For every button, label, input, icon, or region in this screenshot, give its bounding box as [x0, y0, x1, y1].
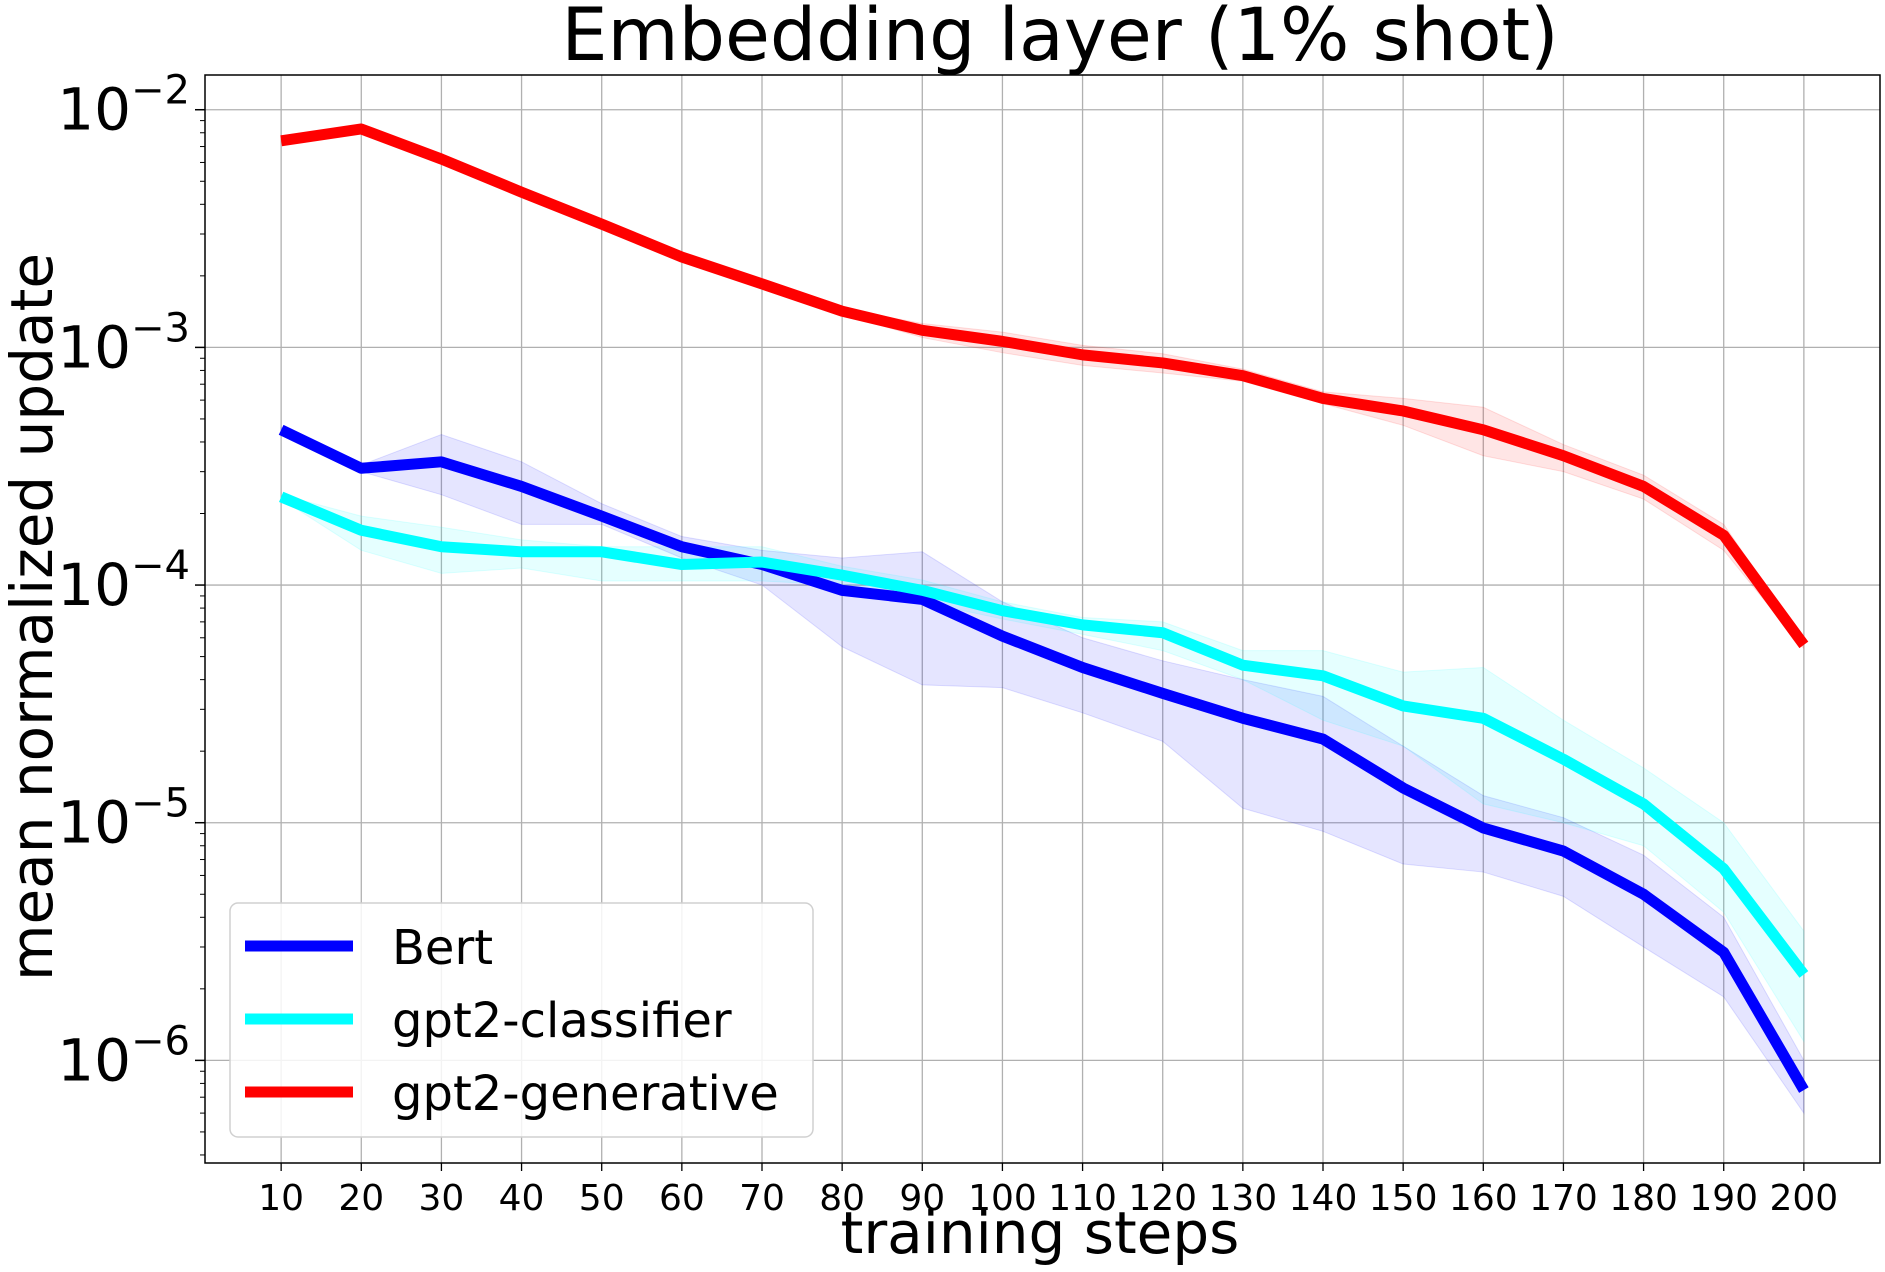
x-tick-label: 160	[1449, 1178, 1518, 1219]
x-tick-label: 10	[258, 1178, 304, 1219]
x-tick-label: 70	[739, 1178, 785, 1219]
plot-frame	[204, 74, 1881, 1164]
y-tick-label: 10−4	[57, 543, 190, 619]
legend-box	[229, 902, 814, 1138]
axis-ticks: 10 20 30 40 50 60 70 80 90 100 110 120 130 140 150 160 1…	[57, 68, 1838, 1219]
x-tick-label: 170	[1529, 1178, 1598, 1219]
legend: Bert gpt2-classifier gpt2-generative	[229, 902, 814, 1138]
x-tick-label: 40	[499, 1178, 545, 1219]
x-tick-label: 60	[659, 1178, 705, 1219]
grid	[205, 75, 1880, 1163]
y-tick-label: 10−3	[57, 305, 190, 381]
series-line-gpt2-generative	[280, 123, 1809, 649]
x-tick-label: 180	[1609, 1178, 1678, 1219]
x-tick-label: 100	[968, 1178, 1037, 1219]
series-line-bert	[278, 424, 1809, 1093]
chart-title: Embedding layer (1% shot)	[561, 0, 1558, 78]
series-line-gpt2-classifier	[279, 491, 1809, 978]
y-tick-label: 10−5	[57, 781, 190, 857]
x-tick-label: 20	[338, 1178, 384, 1219]
x-tick-label: 90	[899, 1178, 945, 1219]
x-tick-label: 50	[579, 1178, 625, 1219]
legend-label-gpt2-generative: gpt2-generative	[392, 1066, 779, 1122]
band-bert	[280, 426, 1805, 1115]
y-tick-label: 10−2	[57, 68, 190, 144]
x-tick-label: 80	[819, 1178, 865, 1219]
x-tick-label: 110	[1048, 1178, 1117, 1219]
x-tick-label: 200	[1770, 1178, 1839, 1219]
x-tick-label: 140	[1289, 1178, 1358, 1219]
x-tick-label: 190	[1689, 1178, 1758, 1219]
x-tick-label: 130	[1208, 1178, 1277, 1219]
band-gpt2-generative	[280, 127, 1805, 651]
series-lines	[278, 123, 1809, 1093]
y-tick-label: 10−6	[57, 1018, 190, 1094]
y-axis-label: mean normalized update	[0, 253, 66, 981]
x-axis-label: training steps	[841, 1199, 1240, 1267]
x-tick-label: 30	[419, 1178, 465, 1219]
legend-label-gpt2-classifier: gpt2-classifier	[392, 993, 732, 1049]
legend-label-bert: Bert	[392, 920, 493, 976]
x-tick-label: 120	[1128, 1178, 1197, 1219]
x-tick-label: 150	[1369, 1178, 1438, 1219]
